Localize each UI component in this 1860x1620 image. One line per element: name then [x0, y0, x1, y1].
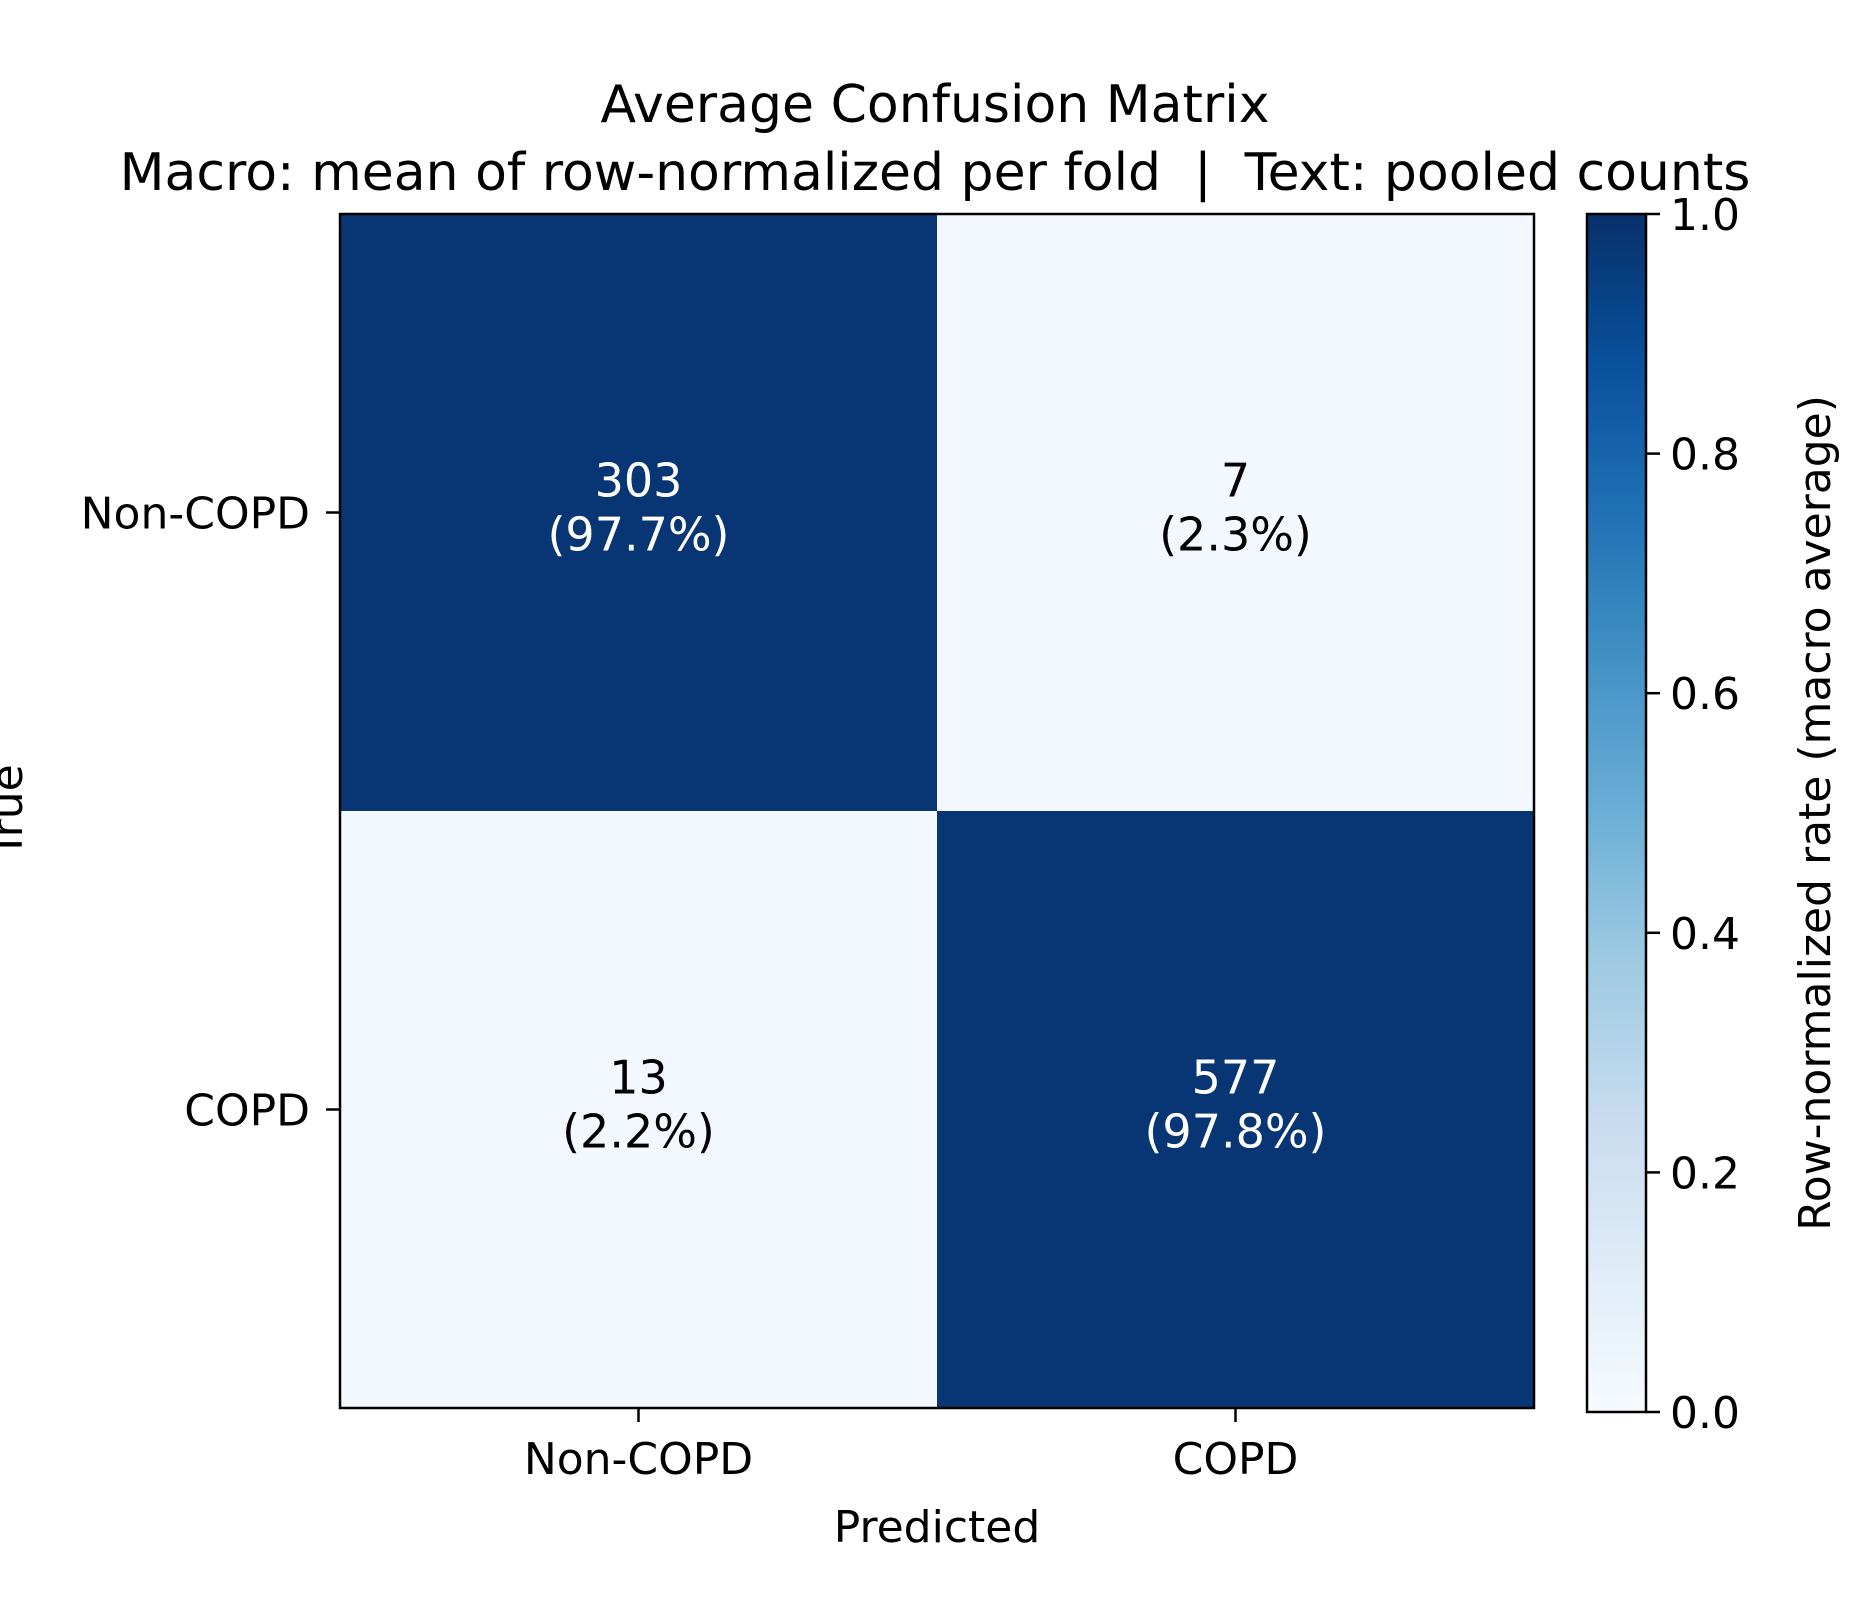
cell-count-label: 13 — [609, 1051, 668, 1105]
x-axis-label: Predicted — [834, 1502, 1041, 1553]
colorbar-tick-label: 0.6 — [1670, 669, 1740, 720]
colorbar-label: Row-normalized rate (macro average) — [1790, 395, 1841, 1231]
y-axis-label: True — [0, 764, 33, 858]
cell-rate-label: (97.7%) — [547, 508, 729, 562]
cell-copd-copd — [937, 811, 1534, 1408]
x-tick-label: Non-COPD — [524, 1434, 753, 1485]
colorbar-tick-label: 0.4 — [1670, 909, 1740, 960]
heatmap-cells: 303(97.7%) 7(2.3%) 13(2.2%) 577(97.8%) — [340, 214, 1534, 1408]
cell-rate-label: (2.3%) — [1159, 508, 1312, 562]
chart-subtitle: Macro: mean of row-normalized per fold |… — [120, 143, 1751, 203]
colorbar — [1585, 212, 1648, 1414]
y-tick-label: COPD — [184, 1086, 310, 1137]
cell-count-label: 303 — [595, 454, 683, 508]
colorbar-tick-label: 0.2 — [1670, 1148, 1740, 1199]
cell-non-copd-non-copd — [340, 214, 937, 811]
x-tick-label: COPD — [1173, 1434, 1299, 1485]
cell-count-label: 7 — [1221, 454, 1250, 508]
colorbar-tick-label: 1.0 — [1670, 190, 1740, 241]
chart-title: Average Confusion Matrix — [601, 75, 1270, 135]
cell-count-label: 577 — [1192, 1051, 1280, 1105]
cell-copd-non-copd — [340, 811, 937, 1408]
cell-rate-label: (2.2%) — [562, 1105, 715, 1159]
axis-ticks: Non-COPD COPD Non-COPD COPD — [81, 489, 1299, 1486]
plot-frame — [338, 212, 1536, 1410]
colorbar-tick-label: 0.0 — [1670, 1388, 1740, 1439]
colorbar-ticks: 0.0 0.2 0.4 0.6 0.8 1.0 — [1646, 190, 1740, 1439]
cell-non-copd-copd — [937, 214, 1534, 811]
colorbar-tick-label: 0.8 — [1670, 430, 1740, 481]
cell-rate-label: (97.8%) — [1144, 1105, 1326, 1159]
y-tick-label: Non-COPD — [81, 489, 310, 540]
